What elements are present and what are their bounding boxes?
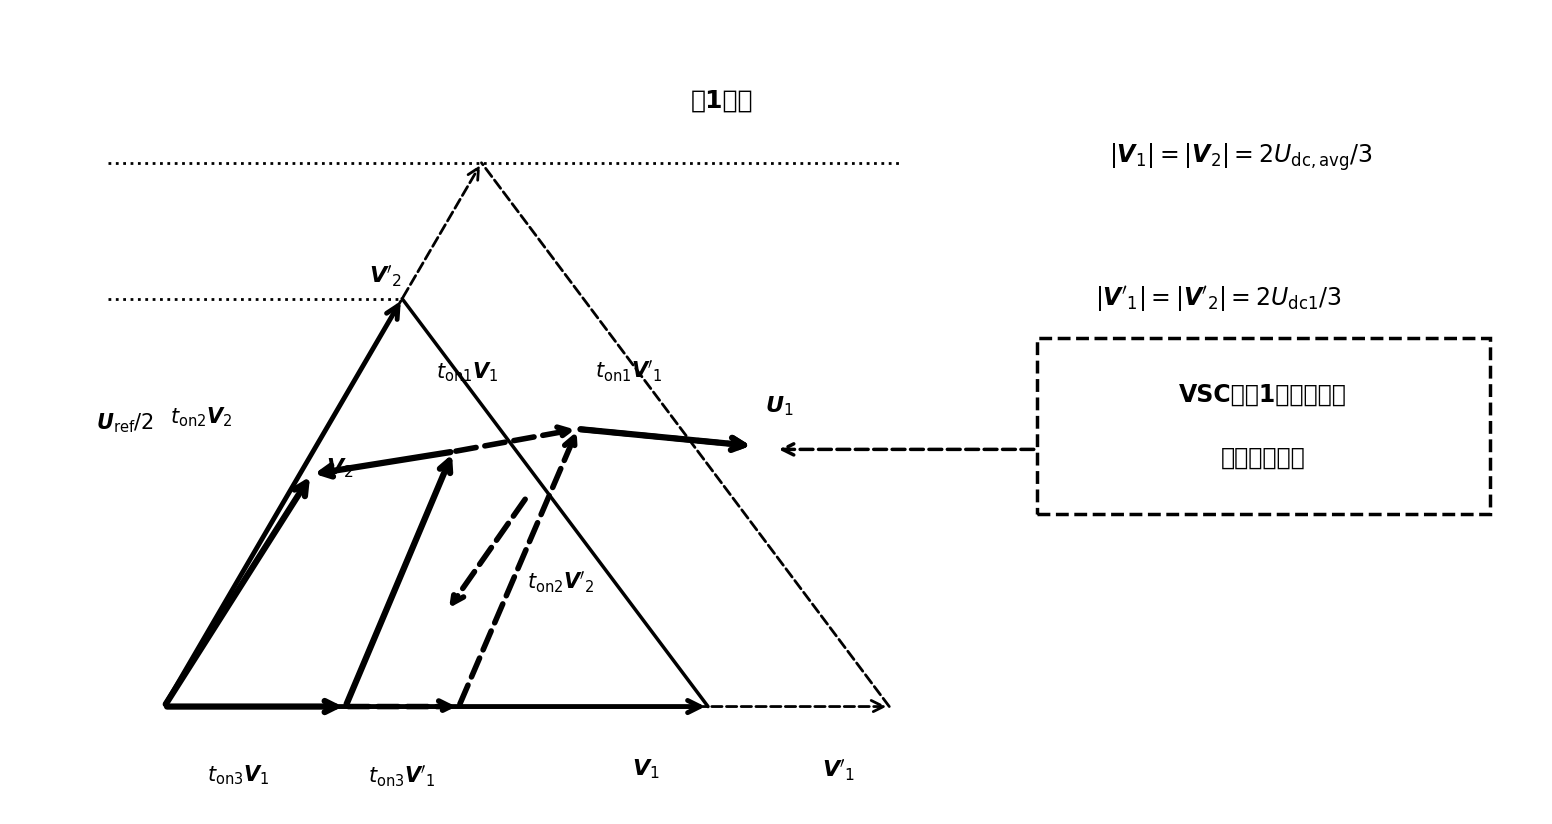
Text: $t_\mathrm{on2}\boldsymbol{V}_2$: $t_\mathrm{on2}\boldsymbol{V}_2$ (169, 406, 233, 429)
Text: $|\boldsymbol{V}_1|=|\boldsymbol{V}_2|=2U_\mathrm{dc,avg}/3$: $|\boldsymbol{V}_1|=|\boldsymbol{V}_2|=2… (1108, 141, 1372, 173)
Text: $t_\mathrm{on1}\boldsymbol{V}'_1$: $t_\mathrm{on1}\boldsymbol{V}'_1$ (594, 358, 663, 384)
Bar (1037, 339, 1490, 514)
Text: $\boldsymbol{V}_2$: $\boldsymbol{V}_2$ (326, 456, 354, 480)
Text: $|\boldsymbol{V}'_1|=|\boldsymbol{V}'_2|=2U_\mathrm{dc1}/3$: $|\boldsymbol{V}'_1|=|\boldsymbol{V}'_2|… (1094, 284, 1341, 313)
Text: $t_\mathrm{on3}\boldsymbol{V}_1$: $t_\mathrm{on3}\boldsymbol{V}_1$ (206, 763, 268, 787)
Text: $t_\mathrm{on3}\boldsymbol{V}'_1$: $t_\mathrm{on3}\boldsymbol{V}'_1$ (368, 763, 436, 789)
Text: $\boldsymbol{V}_1$: $\boldsymbol{V}_1$ (632, 757, 660, 781)
Text: 第1扇区: 第1扇区 (691, 88, 754, 112)
Text: $\boldsymbol{U}_1$: $\boldsymbol{U}_1$ (765, 394, 793, 418)
Text: $t_\mathrm{on1}\boldsymbol{V}_1$: $t_\mathrm{on1}\boldsymbol{V}_1$ (436, 360, 498, 384)
Text: 合成电压矢量: 合成电压矢量 (1221, 445, 1305, 470)
Text: $t_\mathrm{on2}\boldsymbol{V}'_2$: $t_\mathrm{on2}\boldsymbol{V}'_2$ (526, 569, 594, 595)
Text: $\boldsymbol{V}'_1$: $\boldsymbol{V}'_1$ (823, 757, 855, 783)
Text: $\boldsymbol{U}_\mathrm{ref}/2$: $\boldsymbol{U}_\mathrm{ref}/2$ (96, 411, 154, 435)
Text: VSC单元1交流侧实际: VSC单元1交流侧实际 (1180, 383, 1347, 407)
Text: $\boldsymbol{V}'_2$: $\boldsymbol{V}'_2$ (369, 264, 402, 288)
